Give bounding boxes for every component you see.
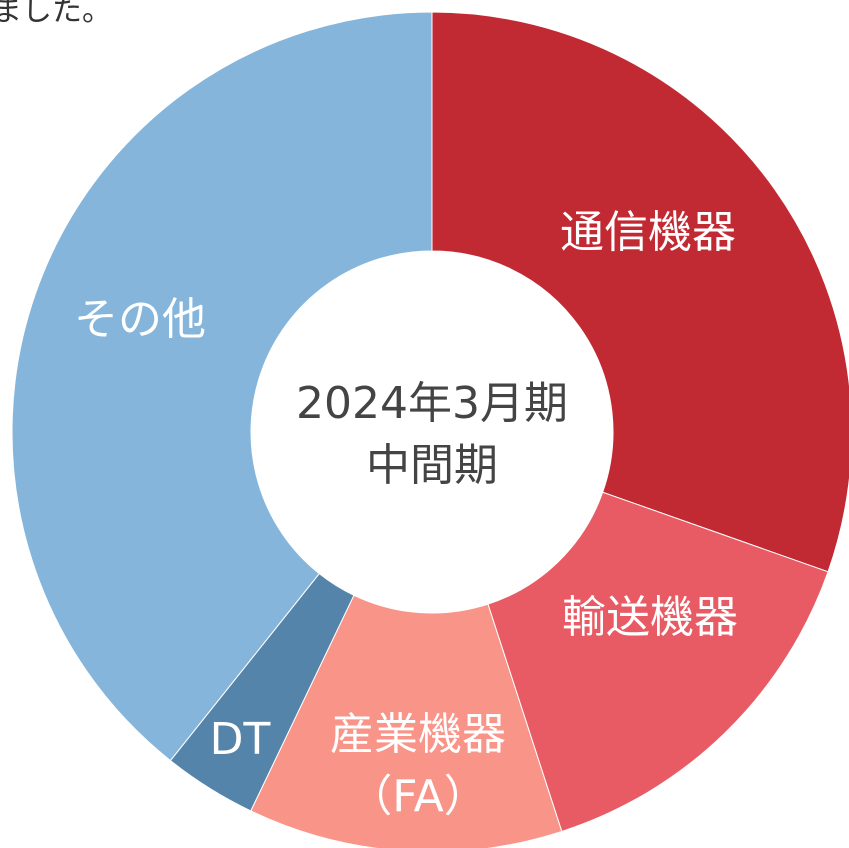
caption: ました。 (0, 0, 112, 29)
segment-label: 通信機器 (560, 207, 736, 258)
donut-segment (431, 11, 849, 573)
segment-label: DT (210, 714, 271, 765)
donut-segment (487, 491, 829, 833)
center-title: 2024年3月期中間期 (296, 378, 568, 491)
donut-segment (11, 11, 433, 762)
segment-label: 産業機器（FA） (330, 709, 506, 822)
donut-segment (250, 594, 563, 848)
segment-label: 輸送機器 (562, 592, 738, 643)
segment-label: その他 (74, 294, 206, 345)
